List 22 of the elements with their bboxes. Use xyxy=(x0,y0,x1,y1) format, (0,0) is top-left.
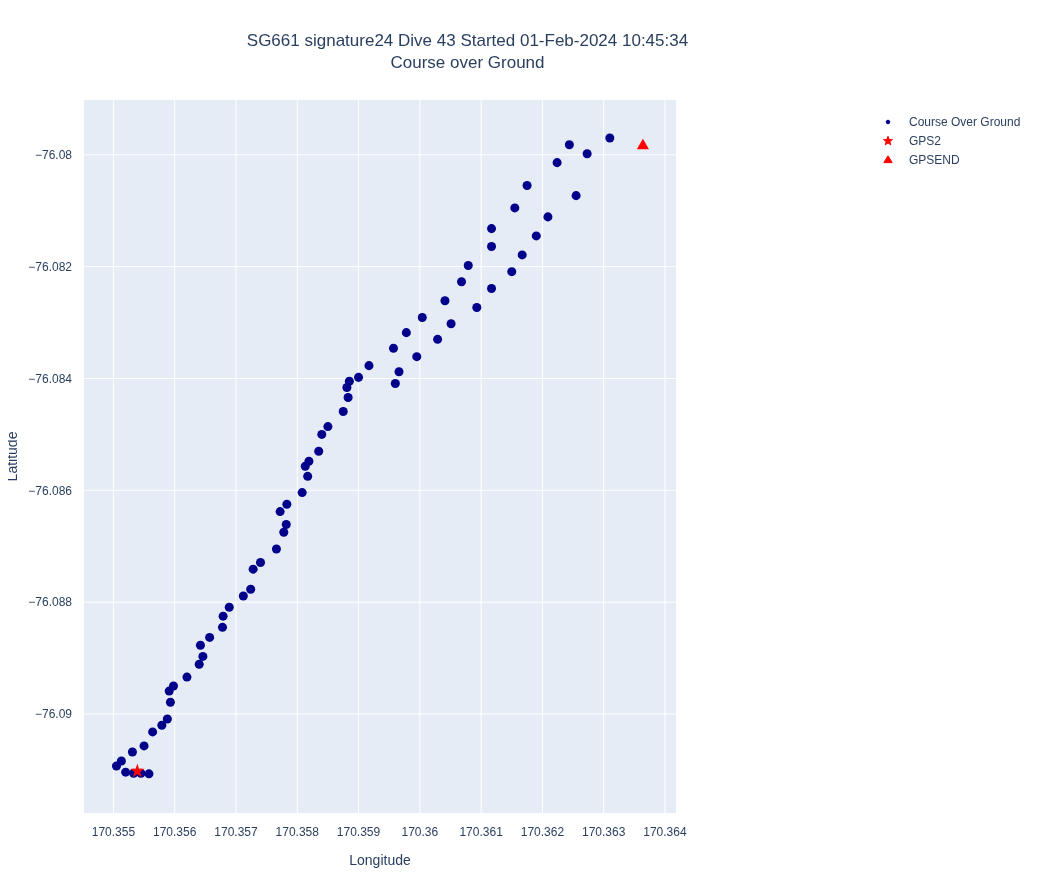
x-tick-label: 170.358 xyxy=(275,824,320,839)
x-tick-label: 170.356 xyxy=(153,824,197,839)
y-tick-label: −76.08 xyxy=(34,148,73,163)
legend-label: GPSEND xyxy=(909,152,960,167)
y-tick-label: −76.09 xyxy=(34,707,73,722)
y-tick-label: −76.084 xyxy=(28,371,73,386)
x-tick-label: 170.355 xyxy=(91,824,136,839)
x-tick-label: 170.357 xyxy=(214,824,258,839)
y-tick-label: −76.086 xyxy=(28,483,73,498)
legend-label: Course Over Ground xyxy=(909,114,1021,129)
y-tick-label: −76.088 xyxy=(28,595,73,610)
chart-title: SG661 signature24 Dive 43 Started 01-Feb-2024 10:45:34 xyxy=(245,30,690,52)
y-tick-label: −76.082 xyxy=(28,259,73,274)
x-tick-label: 170.363 xyxy=(581,824,626,839)
x-tick-label: 170.359 xyxy=(336,824,381,839)
x-tick-label: 170.36 xyxy=(401,824,439,839)
legend-label: GPS2 xyxy=(909,133,942,148)
x-tick-label: 170.362 xyxy=(520,824,565,839)
x-tick-label: 170.364 xyxy=(643,824,687,839)
chart-subtitle: Course over Ground xyxy=(389,52,546,74)
x-tick-label: 170.361 xyxy=(459,824,504,839)
x-axis-title: Longitude xyxy=(349,852,411,868)
